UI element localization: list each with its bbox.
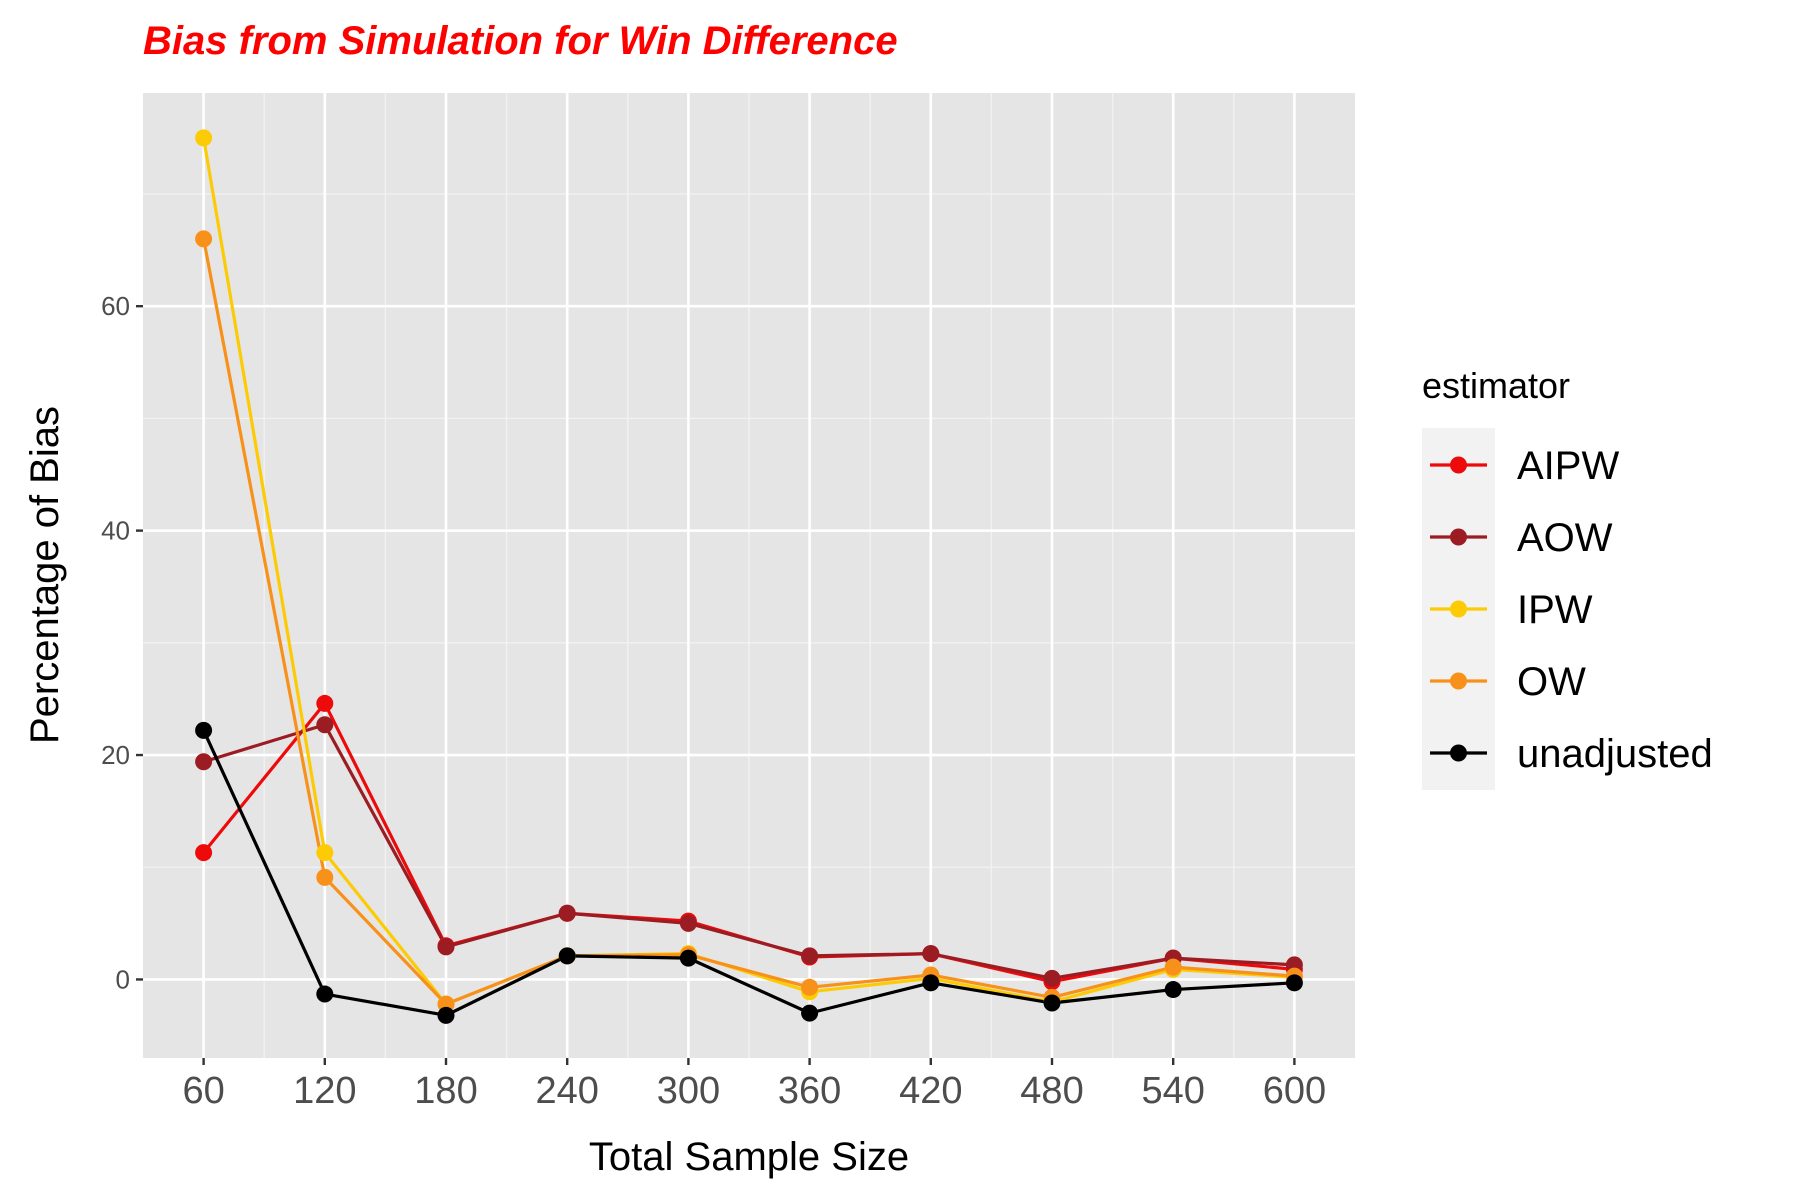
point-OW <box>1164 958 1182 976</box>
y-axis-label: Percentage of Bias <box>23 406 67 744</box>
grid-minor <box>143 93 1355 1058</box>
point-AOW <box>1043 969 1061 987</box>
point-AOW <box>195 753 213 771</box>
point-unadjusted <box>801 1004 819 1022</box>
y-tick-label: 0 <box>116 964 130 994</box>
point-unadjusted <box>1285 974 1303 992</box>
point-IPW <box>195 129 213 147</box>
series-line-AOW <box>203 723 1295 980</box>
legend-key-point <box>1450 672 1467 690</box>
x-tick-label: 360 <box>778 1070 841 1112</box>
point-unadjusted <box>316 985 334 1003</box>
x-tick-label: 540 <box>1141 1070 1204 1112</box>
point-OW <box>195 230 213 248</box>
point-AOW <box>801 947 819 965</box>
point-IPW <box>316 844 334 862</box>
point-unadjusted <box>1043 994 1061 1012</box>
point-AOW <box>558 904 576 922</box>
grid-major <box>143 93 1355 1058</box>
series-line-IPW <box>202 137 1295 1006</box>
point-unadjusted <box>195 721 213 739</box>
x-tick-label: 300 <box>657 1070 720 1112</box>
series-line-unadjusted <box>202 729 1295 1017</box>
y-tick-label: 60 <box>101 291 130 321</box>
x-tick-label: 420 <box>899 1070 962 1112</box>
point-AIPW <box>195 844 213 862</box>
legend-label: unadjusted <box>1517 732 1713 776</box>
legend-key-point <box>1450 600 1467 618</box>
point-unadjusted <box>922 974 940 992</box>
legend-items: AIPW AOW IPW OW unadjusted <box>1430 444 1713 776</box>
point-AOW <box>922 945 940 963</box>
y-axis: 0 20 40 60 <box>101 291 143 994</box>
point-AOW <box>316 716 334 734</box>
point-unadjusted <box>679 949 697 967</box>
x-tick-label: 120 <box>293 1070 356 1112</box>
x-tick-label: 240 <box>535 1070 598 1112</box>
legend-label: AIPW <box>1517 444 1619 488</box>
x-tick-label: 480 <box>1020 1070 1083 1112</box>
point-unadjusted <box>1164 981 1182 999</box>
legend-key-point <box>1450 456 1467 474</box>
point-OW <box>801 978 819 996</box>
x-tick-label: 60 <box>182 1070 224 1112</box>
y-tick-label: 20 <box>101 740 130 770</box>
series-layer <box>195 129 1303 1024</box>
y-tick-label: 40 <box>101 516 130 546</box>
point-AOW <box>679 914 697 932</box>
legend-key-point <box>1450 528 1467 546</box>
x-axis: 60 120 180 240 300 360 420 480 540 600 <box>182 1058 1326 1112</box>
legend-label: IPW <box>1517 588 1593 632</box>
point-AIPW <box>316 694 334 712</box>
point-AOW <box>437 938 455 956</box>
x-tick-label: 600 <box>1263 1070 1326 1112</box>
legend-title: estimator <box>1422 365 1570 406</box>
x-axis-label: Total Sample Size <box>589 1135 909 1179</box>
legend-key-point <box>1450 744 1467 762</box>
point-OW <box>316 868 334 886</box>
legend-label: OW <box>1517 660 1586 704</box>
chart-title: Bias from Simulation for Win Difference <box>143 19 898 63</box>
point-unadjusted <box>437 1006 455 1024</box>
point-unadjusted <box>558 947 576 965</box>
legend-label: AOW <box>1517 516 1613 560</box>
series-line-OW <box>202 238 1295 1006</box>
legend: estimator AIPW AOW IPW OW unadjusted <box>1422 365 1713 790</box>
x-tick-label: 180 <box>414 1070 477 1112</box>
